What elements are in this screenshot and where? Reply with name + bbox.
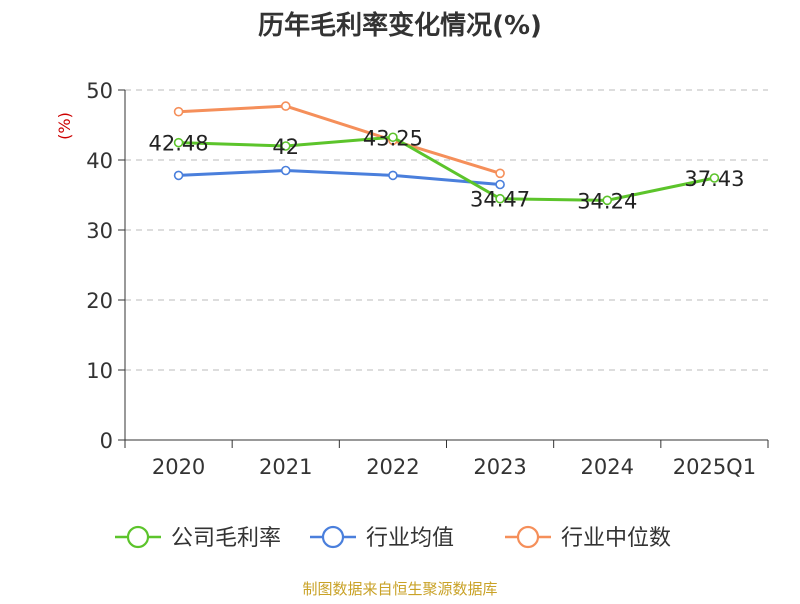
y-tick-label: 50 [86, 79, 113, 103]
data-label: 34.47 [470, 188, 530, 212]
series-line [178, 135, 715, 202]
data-label: 43.25 [363, 126, 423, 150]
legend-label: 公司毛利率 [171, 526, 281, 551]
grid-lines [125, 89, 768, 371]
legend-item[interactable]: 行业中位数 [505, 525, 671, 551]
data-point [495, 179, 505, 190]
x-tick-label: 2020 [152, 455, 205, 479]
data-point [173, 106, 184, 117]
data-label: 42 [272, 135, 299, 159]
y-tick-label: 20 [86, 289, 113, 313]
y-axis-unit-label: (%) [55, 112, 74, 140]
data-point [173, 170, 184, 181]
data-point [388, 132, 398, 143]
series-line [178, 104, 501, 175]
y-tick-label: 30 [86, 219, 113, 243]
data-label: 34.24 [577, 189, 637, 213]
data-labels: 42.48 42 43.25 34.47 34.24 37.43 [149, 126, 745, 213]
legend-marker-icon [321, 525, 345, 549]
data-point [709, 173, 720, 183]
y-tick-label: 10 [86, 359, 113, 383]
data-point [495, 168, 505, 179]
data-point [602, 195, 613, 206]
x-tick-label: 2025Q1 [673, 455, 756, 479]
x-tick-label: 2023 [473, 455, 526, 479]
legend-marker-icon [516, 525, 540, 549]
legend: 公司毛利率 行业均值 行业中位数 [115, 525, 671, 551]
x-tick-label: 2021 [259, 455, 312, 479]
legend-item[interactable]: 行业均值 [310, 525, 454, 551]
x-tick-label: 2024 [581, 455, 634, 479]
data-point [280, 141, 291, 151]
data-point [173, 137, 184, 148]
y-tick-label: 0 [100, 429, 113, 453]
legend-marker-icon [126, 525, 150, 549]
axes: 0 10 20 30 40 50 2020 2021 2022 2023 2024 2025Q1 [86, 79, 769, 479]
data-point [388, 170, 398, 181]
source-note: 制图数据来自恒生聚源数据库 [302, 580, 497, 598]
data-point [280, 101, 291, 111]
legend-label: 行业中位数 [561, 526, 671, 551]
legend-item[interactable]: 公司毛利率 [115, 525, 281, 551]
y-tick-label: 40 [86, 149, 113, 173]
series-lines [173, 101, 720, 206]
data-label: 42.48 [149, 132, 209, 156]
chart-title: 历年毛利率变化情况(%) [258, 10, 542, 41]
legend-label: 行业均值 [366, 526, 454, 551]
x-tick-label: 2022 [366, 455, 419, 479]
data-label: 37.43 [684, 167, 744, 191]
series-line [178, 169, 501, 186]
data-point [495, 193, 505, 204]
data-point [280, 165, 291, 176]
